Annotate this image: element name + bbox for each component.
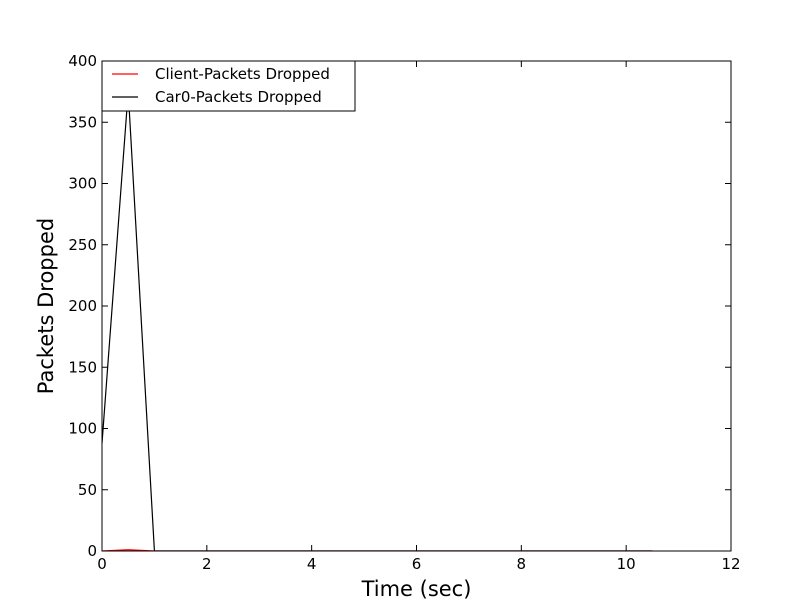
y-tick-label: 200: [68, 297, 97, 315]
y-tick-label: 350: [68, 113, 97, 131]
x-tick-label: 0: [97, 555, 107, 573]
y-tick-label: 100: [68, 420, 97, 438]
x-tick-label: 6: [412, 555, 422, 573]
x-tick-label: 8: [517, 555, 527, 573]
y-tick-label: 400: [68, 52, 97, 70]
legend-box: [101, 60, 356, 112]
y-axis-label: Packets Dropped: [34, 218, 58, 394]
x-tick-label: 4: [307, 555, 317, 573]
y-tick-label: 300: [68, 175, 97, 193]
x-tick-label: 12: [721, 555, 740, 573]
x-tick-label: 10: [617, 555, 636, 573]
tick-layer: 0 2 4 6 8 10 12 0 50 100 150 200 250 300 350 400: [68, 52, 740, 573]
legend-label-car0: Car0-Packets Dropped: [155, 88, 322, 106]
x-axis-label: Time (sec): [361, 577, 472, 601]
y-tick-label: 150: [68, 358, 97, 376]
y-tick-label: 50: [78, 481, 97, 499]
legend-label-client: Client-Packets Dropped: [155, 65, 330, 83]
y-tick-label: 0: [87, 542, 97, 560]
y-tick-label: 250: [68, 236, 97, 254]
legend: Client-Packets Dropped Car0-Packets Drop…: [101, 60, 356, 112]
x-tick-label: 2: [202, 555, 212, 573]
